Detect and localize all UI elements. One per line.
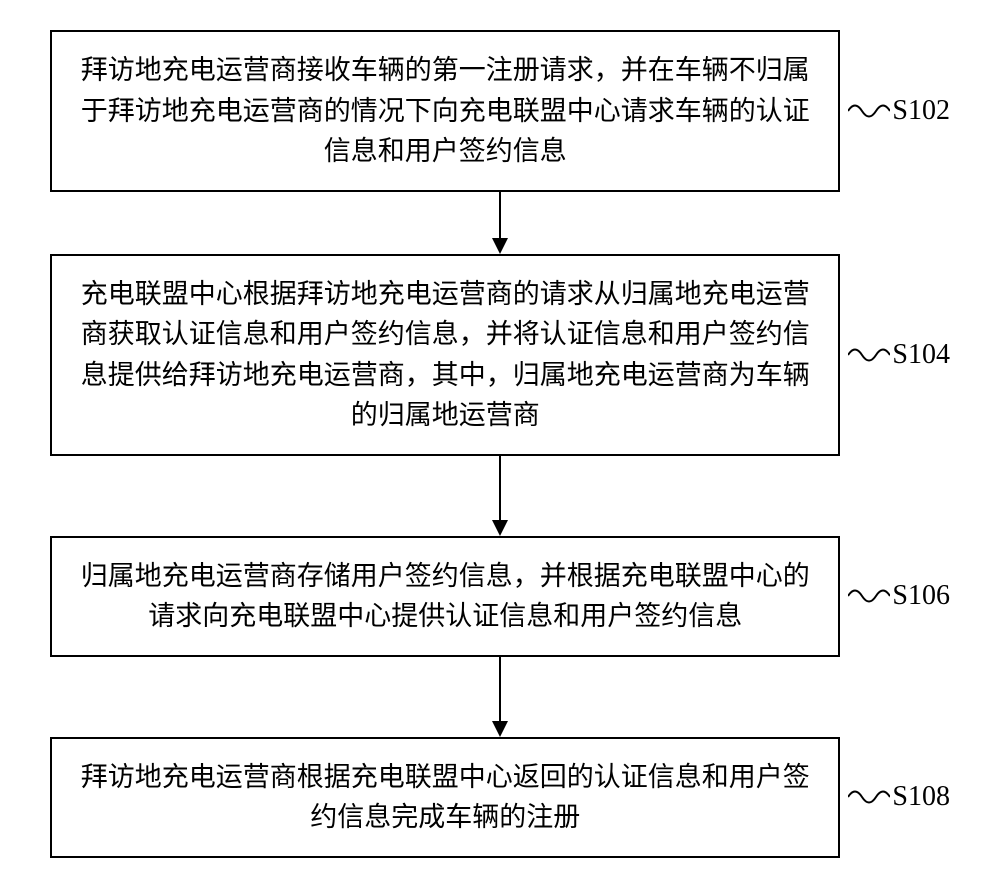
step-container-1: 拜访地充电运营商接收车辆的第一注册请求，并在车辆不归属于拜访地充电运营商的情况下… — [50, 30, 950, 192]
wavy-connector-icon — [848, 782, 890, 812]
step-label-container-2: S104 — [848, 339, 950, 371]
step-label-4: S108 — [892, 781, 950, 813]
step-label-container-4: S108 — [848, 781, 950, 813]
step-box-4: 拜访地充电运营商根据充电联盟中心返回的认证信息和用户签约信息完成车辆的注册 — [50, 737, 840, 858]
arrow-container-3 — [95, 657, 905, 737]
step-box-3: 归属地充电运营商存储用户签约信息，并根据充电联盟中心的请求向充电联盟中心提供认证… — [50, 536, 840, 657]
step-box-1: 拜访地充电运营商接收车辆的第一注册请求，并在车辆不归属于拜访地充电运营商的情况下… — [50, 30, 840, 192]
arrow-down-icon — [485, 657, 515, 737]
arrow-down-icon — [485, 192, 515, 254]
step-label-container-1: S102 — [848, 95, 950, 127]
arrow-container-2 — [95, 456, 905, 536]
wavy-connector-icon — [848, 96, 890, 126]
step-text-3: 归属地充电运营商存储用户签约信息，并根据充电联盟中心的请求向充电联盟中心提供认证… — [76, 556, 814, 637]
step-text-2: 充电联盟中心根据拜访地充电运营商的请求从归属地充电运营商获取认证信息和用户签约信… — [76, 274, 814, 436]
step-label-3: S106 — [892, 580, 950, 612]
step-container-4: 拜访地充电运营商根据充电联盟中心返回的认证信息和用户签约信息完成车辆的注册 S1… — [50, 737, 950, 858]
step-label-container-3: S106 — [848, 580, 950, 612]
step-container-3: 归属地充电运营商存储用户签约信息，并根据充电联盟中心的请求向充电联盟中心提供认证… — [50, 536, 950, 657]
wavy-connector-icon — [848, 581, 890, 611]
step-text-4: 拜访地充电运营商根据充电联盟中心返回的认证信息和用户签约信息完成车辆的注册 — [76, 757, 814, 838]
step-label-1: S102 — [892, 95, 950, 127]
arrow-down-icon — [485, 456, 515, 536]
step-box-2: 充电联盟中心根据拜访地充电运营商的请求从归属地充电运营商获取认证信息和用户签约信… — [50, 254, 840, 456]
flowchart-container: 拜访地充电运营商接收车辆的第一注册请求，并在车辆不归属于拜访地充电运营商的情况下… — [50, 30, 950, 858]
step-text-1: 拜访地充电运营商接收车辆的第一注册请求，并在车辆不归属于拜访地充电运营商的情况下… — [76, 50, 814, 172]
step-container-2: 充电联盟中心根据拜访地充电运营商的请求从归属地充电运营商获取认证信息和用户签约信… — [50, 254, 950, 456]
wavy-connector-icon — [848, 340, 890, 370]
arrow-container-1 — [95, 192, 905, 254]
step-label-2: S104 — [892, 339, 950, 371]
